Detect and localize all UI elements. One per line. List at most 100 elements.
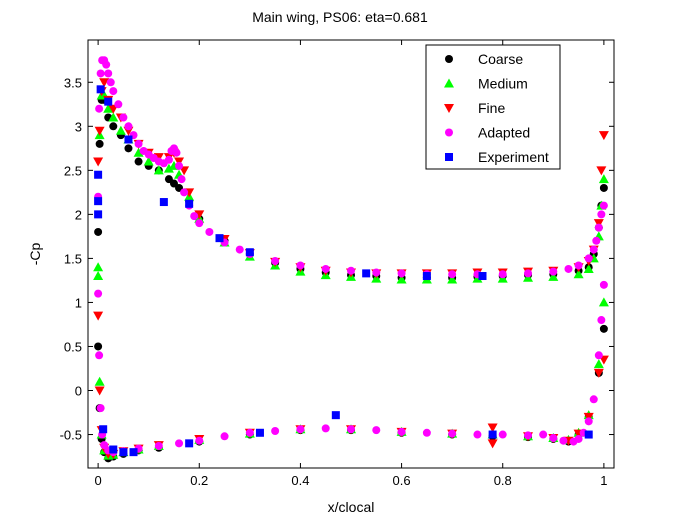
data-point — [94, 386, 105, 396]
data-point — [498, 430, 507, 439]
data-point — [109, 445, 118, 454]
data-point — [487, 423, 498, 433]
data-point — [94, 376, 105, 386]
data-point — [296, 261, 305, 270]
data-point — [524, 431, 533, 440]
data-point — [589, 395, 598, 404]
data-point — [177, 175, 186, 184]
data-point — [175, 161, 184, 170]
data-point — [245, 428, 254, 437]
data-point — [559, 436, 568, 445]
data-point — [99, 78, 110, 88]
data-point — [593, 368, 604, 378]
y-tick-label: 3.5 — [64, 75, 82, 90]
data-point — [205, 227, 214, 236]
data-point — [96, 69, 105, 78]
legend-marker — [445, 153, 453, 161]
data-point — [154, 441, 163, 450]
data-point — [172, 148, 181, 157]
data-point — [397, 427, 406, 436]
data-point — [99, 425, 108, 434]
data-point — [584, 430, 593, 439]
legend-label: Adapted — [478, 125, 530, 141]
data-point — [347, 425, 355, 434]
data-point — [599, 280, 608, 289]
data-point — [134, 157, 143, 166]
data-point — [524, 269, 533, 278]
data-point — [164, 155, 173, 164]
data-point — [94, 227, 103, 236]
x-tick-label: 0.8 — [494, 473, 512, 488]
data-point — [124, 144, 133, 153]
data-point — [96, 404, 105, 413]
data-point — [153, 165, 164, 175]
data-point — [599, 183, 608, 192]
y-tick-label: 1.5 — [64, 251, 82, 266]
data-point — [422, 272, 431, 281]
data-point — [549, 434, 558, 443]
data-point — [190, 212, 199, 221]
data-point — [102, 60, 111, 69]
data-point — [584, 254, 593, 263]
data-point — [372, 426, 381, 435]
data-point — [574, 434, 583, 443]
legend-label: Medium — [478, 76, 528, 92]
legend-marker — [445, 128, 453, 137]
data-point — [94, 342, 103, 351]
data-point — [597, 210, 606, 219]
y-tick-label: 1 — [75, 295, 82, 310]
data-point — [93, 311, 104, 321]
legend-label: Experiment — [478, 149, 549, 165]
data-point — [185, 199, 194, 208]
data-point — [396, 274, 407, 284]
x-axis-label: x/clocal — [328, 499, 375, 515]
data-point — [119, 113, 128, 122]
legend: Coarse Medium Fine Adapted Experiment — [425, 44, 561, 170]
y-tick-label: 2.5 — [64, 163, 82, 178]
data-point — [593, 359, 604, 369]
data-point — [119, 448, 128, 457]
plot-frame — [87, 39, 615, 469]
data-point — [104, 97, 113, 106]
legend-item-coarse: Coarse — [445, 51, 523, 67]
y-axis-label: -Cp — [27, 243, 43, 266]
data-point — [124, 122, 133, 131]
y-tick-label: 2 — [75, 207, 82, 222]
data-point — [362, 269, 371, 278]
data-point — [372, 268, 381, 277]
data-point — [134, 139, 143, 148]
data-point — [109, 122, 118, 131]
data-point — [159, 198, 168, 207]
data-point — [114, 100, 123, 109]
data-point — [573, 269, 584, 279]
data-point — [94, 197, 103, 206]
legend-marker — [444, 78, 454, 88]
data-point — [103, 103, 114, 113]
data-point — [143, 156, 154, 166]
x-tick-label: 0.4 — [291, 473, 309, 488]
data-point — [185, 439, 194, 448]
series-adapted — [94, 56, 608, 457]
data-point — [599, 201, 608, 210]
data-point — [94, 126, 105, 136]
data-point — [473, 430, 482, 439]
data-point — [448, 270, 457, 279]
legend-item-fine: Fine — [444, 100, 505, 116]
x-tick-label: 0.2 — [190, 473, 208, 488]
data-point — [106, 78, 115, 87]
data-point — [488, 430, 497, 439]
data-point — [598, 174, 609, 184]
data-point — [94, 170, 103, 179]
y-tick-label: 0 — [75, 384, 82, 399]
x-tick-label: 1 — [600, 473, 607, 488]
data-point — [422, 428, 431, 437]
data-point — [594, 223, 603, 232]
data-point — [94, 289, 103, 298]
x-tick-label: 0 — [94, 473, 101, 488]
data-point — [195, 436, 204, 445]
data-point — [583, 263, 594, 273]
data-point — [175, 439, 184, 448]
data-point — [245, 248, 254, 257]
data-point — [548, 271, 559, 281]
data-point — [598, 131, 609, 141]
